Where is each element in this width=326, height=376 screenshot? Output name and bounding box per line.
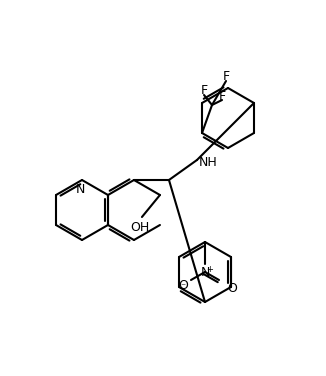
Text: +: + bbox=[206, 265, 213, 274]
Text: N: N bbox=[200, 266, 210, 279]
Text: N: N bbox=[75, 183, 85, 196]
Text: F: F bbox=[200, 85, 208, 97]
Text: O: O bbox=[227, 282, 237, 295]
Text: F: F bbox=[222, 71, 230, 83]
Text: OH: OH bbox=[130, 221, 150, 234]
Text: ⁻: ⁻ bbox=[180, 282, 185, 292]
Text: F: F bbox=[218, 91, 226, 103]
Text: O: O bbox=[178, 279, 188, 292]
Text: NH: NH bbox=[199, 156, 218, 168]
